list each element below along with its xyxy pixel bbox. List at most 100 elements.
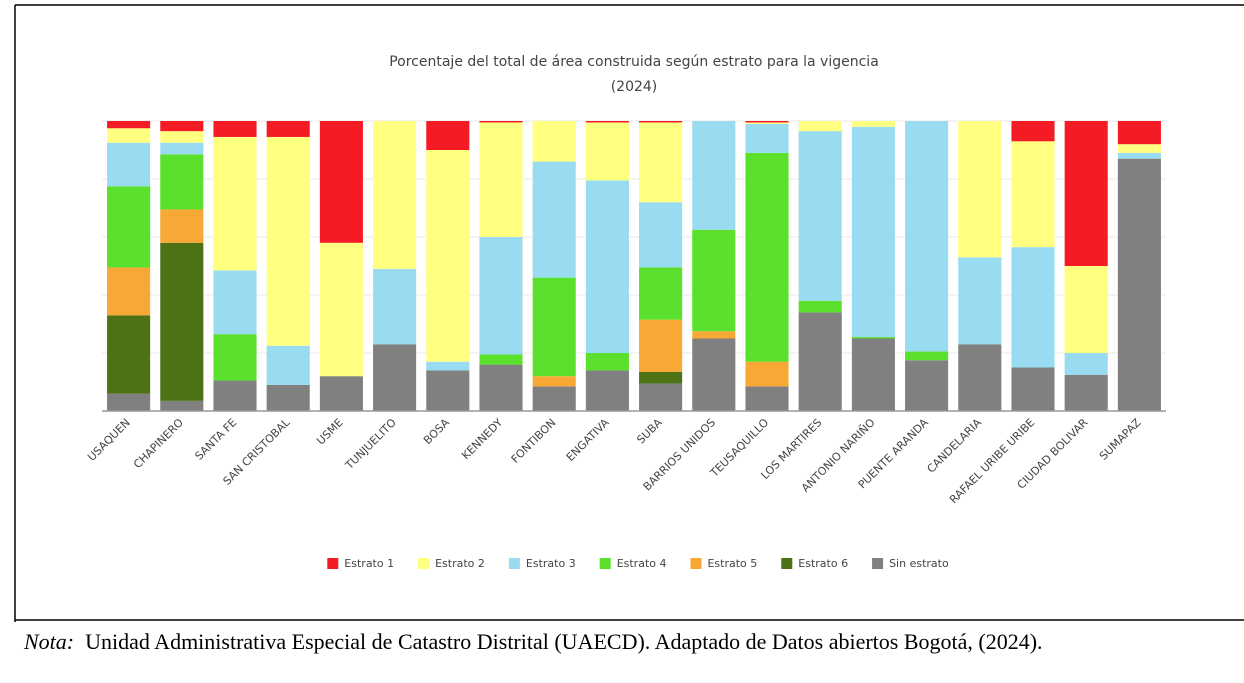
bar-segment [851,121,895,127]
bar-segment [1117,144,1161,153]
bar-segment [479,354,523,365]
bar-segment [639,319,683,372]
bar-segment [1064,266,1108,353]
x-tick-label: USME [314,416,345,447]
bar-segment [266,121,310,137]
bar-segment [266,136,310,346]
bar-segment [958,344,1002,411]
legend-label: Estrato 4 [617,557,667,570]
legend-label: Estrato 1 [344,557,394,570]
bar-segment [319,242,363,377]
legend-swatch [327,558,339,569]
bar-segment [798,131,842,301]
bar-segment [319,376,363,411]
bar-segment [905,351,949,361]
bar-segment [585,370,629,411]
bar-segment [373,121,417,269]
bar-segment [851,126,895,338]
legend-swatch [781,558,793,569]
bar-segment [798,121,842,132]
bar-segment [1064,121,1108,266]
x-tick-label: TUNJUELITO [342,416,399,473]
bar-segment [213,380,257,411]
bar-segment [692,331,736,339]
bar-segment [639,122,683,203]
bar-segment [107,142,151,187]
legend-swatch [418,558,430,569]
bar-segment [479,237,523,355]
bar-segment [532,121,576,162]
bar-segment [479,122,523,237]
bar-segment [745,152,789,362]
bar-segment [1011,141,1055,248]
bar-segment [745,123,789,153]
bar-segment [426,150,470,362]
bar-segment [532,277,576,377]
chart: Porcentaje del total de área construida … [14,4,1244,622]
bar-segment [585,121,629,123]
bar-segment [585,353,629,371]
legend-label: Estrato 5 [707,557,757,570]
bar-segment [160,131,204,143]
bar-segment [107,393,151,411]
legend-swatch [508,558,520,569]
bar-segment [692,338,736,411]
bar-segment [160,242,204,401]
bar-segment [532,376,576,387]
bar-segment [107,128,151,143]
bar-segment [745,386,789,411]
x-tick-label: SUMAPAZ [1097,416,1144,463]
bar-segment [213,136,257,271]
legend-label: Sin estrato [889,557,949,570]
x-tick-label: CHAPINERO [131,416,186,471]
note: Nota: Unidad Administrativa Especial de … [24,626,1234,657]
bar-segment [958,121,1002,258]
note-label: Nota: [24,629,75,654]
bar-segment [426,370,470,411]
bar-segment [532,161,576,278]
bar-segment [1011,367,1055,411]
note-text: Unidad Administrativa Especial de Catast… [85,629,1043,654]
x-tick-label: CANDELARIA [925,416,985,476]
bar-segment [1064,353,1108,375]
legend-swatch [599,558,611,569]
bar-segment [639,383,683,411]
bar-segment [479,121,523,123]
x-tick-label: SANTA FE [192,416,239,463]
bar-segment [107,121,151,129]
bar-segment [905,121,949,352]
bar-segment [745,121,789,123]
bar-segment [745,122,789,124]
bar-segment [160,209,204,243]
bar-segment [851,337,895,339]
bar-segment [851,338,895,411]
bar-segment [639,371,683,384]
bar-segment [266,345,310,385]
bar-segment [479,364,523,411]
legend-swatch [872,558,884,569]
bar-segment [213,121,257,137]
bar-segment [585,180,629,353]
bar-segment [692,121,736,230]
bar-segment [373,344,417,411]
bar-segment [745,361,789,387]
bar-segment [319,121,363,243]
bar-segment [639,267,683,320]
bar-segment [1011,247,1055,368]
x-tick-label: USAQUEN [85,416,133,464]
chart-title: Porcentaje del total de área construida … [389,54,879,70]
bar-segment [160,400,204,411]
bar-segment [213,334,257,381]
x-tick-label: ENGATIVA [564,416,612,464]
bar-segment [160,142,204,155]
bar-segment [426,361,470,371]
legend-label: Estrato 2 [435,557,485,570]
bar-segment [1117,158,1161,411]
bar-segment [107,315,151,394]
legend: Estrato 1 Estrato 2 Estrato 3 Estrato 4 Estr… [327,557,949,570]
bar-segment [266,384,310,411]
x-tick-label: BOSA [421,416,452,447]
x-tick-label: SUBA [634,416,665,447]
bar-segment [1117,152,1161,159]
